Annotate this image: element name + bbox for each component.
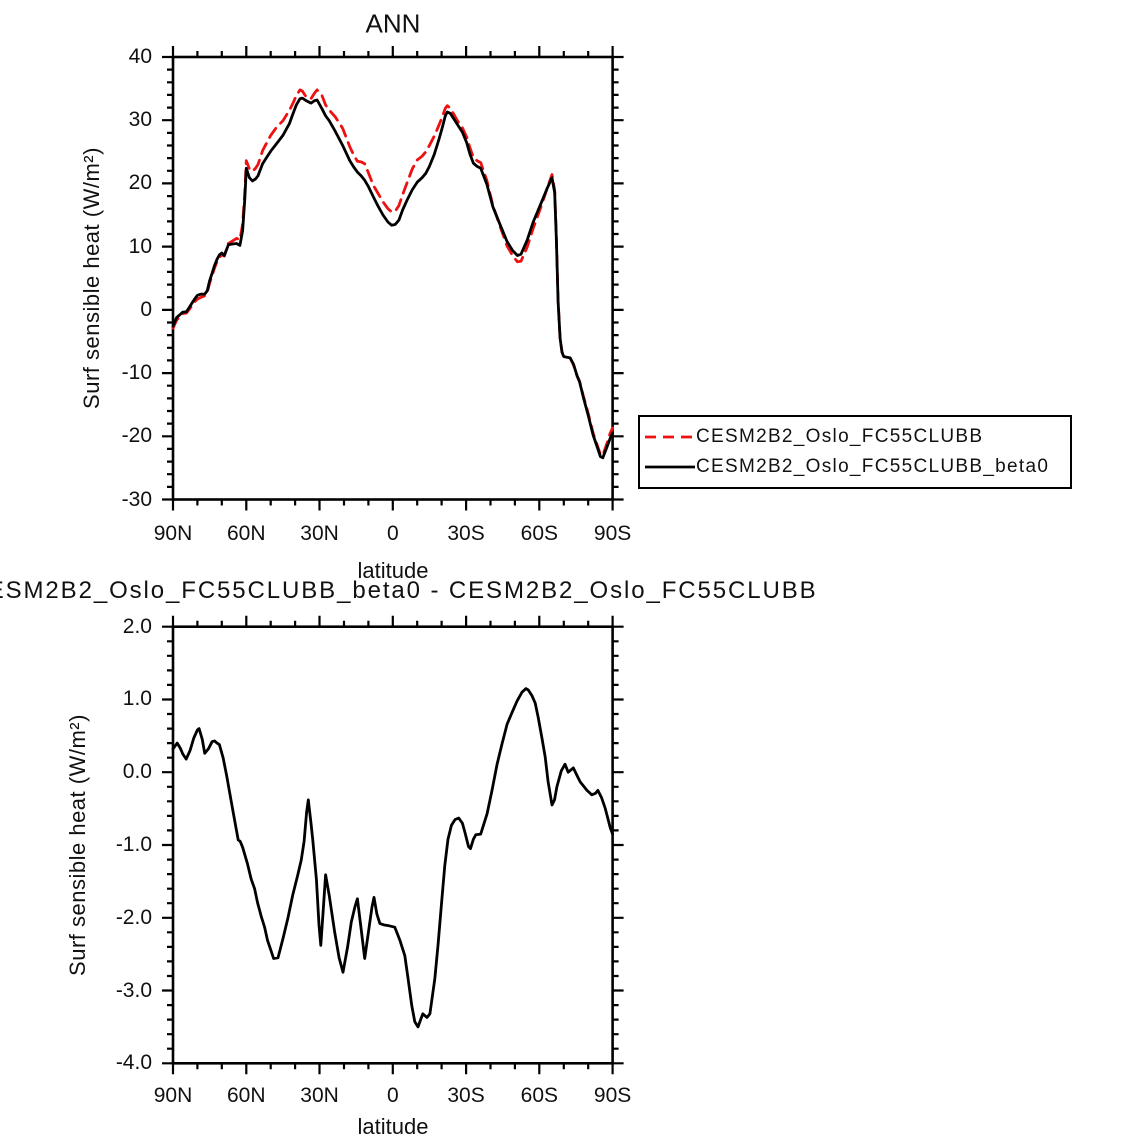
x-tick-label: 90N bbox=[153, 1084, 193, 1107]
y-tick-label: -2.0 bbox=[115, 905, 152, 929]
x-tick-label: 0 bbox=[386, 1084, 399, 1107]
x-tick-label: 60S bbox=[520, 1084, 559, 1107]
y-tick-label: -4.0 bbox=[115, 1051, 152, 1075]
y-tick-label: 2.0 bbox=[122, 614, 152, 638]
x-tick-label: 30N bbox=[300, 522, 339, 545]
bottom-x-axis-label: latitude bbox=[357, 1114, 429, 1139]
x-tick-label: 90S bbox=[593, 522, 632, 545]
y-tick-label: 0.0 bbox=[122, 760, 152, 784]
top-x-axis-label: latitude bbox=[357, 558, 429, 583]
x-tick-label: 90S bbox=[593, 1084, 632, 1107]
x-tick-label: 60S bbox=[520, 522, 559, 545]
legend-entry: CESM2B2_Oslo_FC55CLUBB bbox=[644, 426, 1070, 448]
y-tick-label: -1.0 bbox=[115, 833, 152, 856]
y-tick-label: 40 bbox=[128, 45, 152, 68]
y-tick-label: 30 bbox=[128, 108, 152, 132]
axis-ticks bbox=[162, 615, 624, 1075]
top-y-axis-label: Surf sensible heat (W/m²) bbox=[79, 147, 104, 409]
y-tick-label: 1.0 bbox=[122, 687, 152, 711]
x-tick-label: 90N bbox=[153, 522, 193, 545]
y-tick-label: 10 bbox=[128, 234, 152, 258]
y-tick-label: -3.0 bbox=[115, 978, 152, 1002]
legend-entry: CESM2B2_Oslo_FC55CLUBB_beta0 bbox=[644, 456, 1070, 478]
legend-box: CESM2B2_Oslo_FC55CLUBB CESM2B2_Oslo_FC55… bbox=[638, 415, 1072, 489]
x-tick-label: 0 bbox=[386, 522, 399, 545]
x-tick-label: 30S bbox=[447, 1084, 485, 1107]
bottom-y-axis-label: Surf sensible heat (W/m²) bbox=[65, 714, 90, 976]
x-tick-label: 30S bbox=[447, 522, 485, 545]
y-tick-label: 20 bbox=[128, 171, 152, 195]
legend-line-sample-dashed bbox=[645, 435, 695, 439]
plot-frame bbox=[171, 55, 614, 501]
legend-label: CESM2B2_Oslo_FC55CLUBB bbox=[696, 425, 984, 447]
bottom-chart-title: CESM2B2_Oslo_FC55CLUBB_beta0 - CESM2B2_O… bbox=[0, 577, 818, 604]
legend-line-sample-solid bbox=[645, 465, 695, 469]
y-tick-label: 0 bbox=[140, 297, 152, 321]
x-tick-label: 60N bbox=[227, 522, 266, 545]
plot-frame bbox=[171, 625, 614, 1065]
y-tick-label: -10 bbox=[121, 361, 152, 385]
series-line bbox=[171, 96, 614, 460]
axis-ticks bbox=[162, 46, 624, 511]
series-line bbox=[171, 687, 614, 1029]
x-tick-label: 60N bbox=[227, 1084, 266, 1107]
legend-label: CESM2B2_Oslo_FC55CLUBB_beta0 bbox=[696, 456, 1050, 478]
x-tick-label: 30N bbox=[300, 1084, 339, 1107]
y-tick-label: -20 bbox=[121, 424, 152, 448]
y-tick-label: -30 bbox=[121, 487, 152, 511]
series-line bbox=[171, 88, 614, 457]
top-chart-title: ANN bbox=[365, 8, 421, 39]
